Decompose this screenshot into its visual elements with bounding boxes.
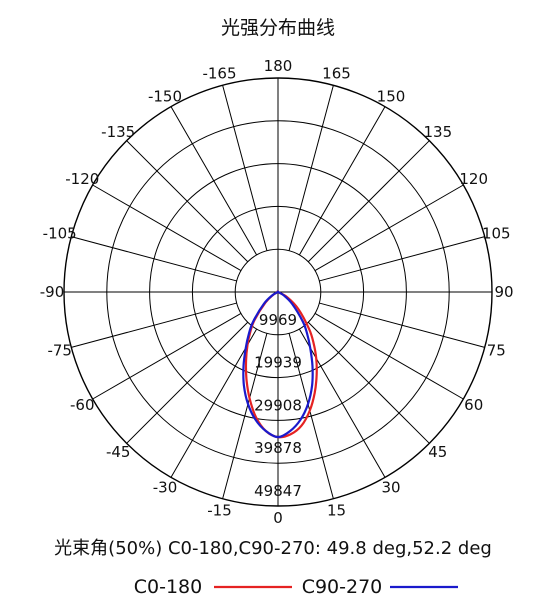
series-curve-c90-270 [242,290,314,439]
grid-spoke [314,184,464,272]
angle-label: -30 [153,479,178,497]
grid-spoke [170,328,258,478]
angle-label: 75 [487,341,506,359]
angle-label: 0 [273,509,283,527]
grid-spoke [314,312,464,400]
grid-spoke [126,140,249,263]
angle-label: 105 [482,225,511,243]
grid-spoke [307,140,430,263]
grid-spoke [92,184,242,272]
legend-label: C0-180 [134,576,202,598]
polar-grid [63,77,493,507]
angle-label: 15 [327,501,346,519]
grid-spoke [288,333,334,499]
radial-labels: 9969 19939 29908 39878 49847 [254,311,302,500]
legend-label: C90-270 [302,576,383,598]
grid-spoke [319,236,485,282]
grid-spoke [298,106,386,256]
angle-label: -150 [148,87,182,105]
grid-spoke [319,302,485,348]
radial-label: 29908 [254,396,302,414]
angle-label: -75 [47,341,72,359]
angle-label: 180 [264,57,293,75]
grid-spoke [71,302,237,348]
angle-label: -135 [101,123,135,141]
grid-spoke [126,321,249,444]
angle-label: 120 [459,170,488,188]
radial-label: 49847 [254,482,302,500]
grid-spoke [298,328,386,478]
angle-label: 30 [381,479,400,497]
angle-label: -45 [106,443,131,461]
angle-label: -120 [65,170,99,188]
angle-label: -105 [43,225,77,243]
grid-spoke [92,312,242,400]
legend: C0-180 C90-270 [134,576,458,598]
angle-label: -90 [40,283,65,301]
angle-label: 150 [377,87,406,105]
grid-spoke [71,236,237,282]
radial-label: 9969 [259,311,297,329]
grid-spoke [288,85,334,251]
intensity-curves [242,290,318,439]
angle-label: 90 [494,283,513,301]
angle-labels: 180-165 165-150 150-135 135-120 120-105 105-9… [40,57,514,527]
angle-label: 60 [464,396,483,414]
grid-spoke [307,321,430,444]
radial-label: 39878 [254,439,302,457]
angle-label: -165 [202,65,236,83]
beam-angle-text: 光束角(50%) C0-180,C90-270: 49.8 deg,52.2 d… [54,538,492,559]
radial-label: 19939 [254,354,302,372]
angle-label: 45 [428,443,447,461]
chart-title: 光强分布曲线 [221,17,335,39]
angle-label: 135 [423,123,452,141]
angle-label: -60 [70,396,95,414]
angle-label: -15 [207,501,232,519]
grid-spoke [222,333,268,499]
grid-spoke [222,85,268,251]
grid-spoke [170,106,258,256]
angle-label: 165 [322,65,351,83]
